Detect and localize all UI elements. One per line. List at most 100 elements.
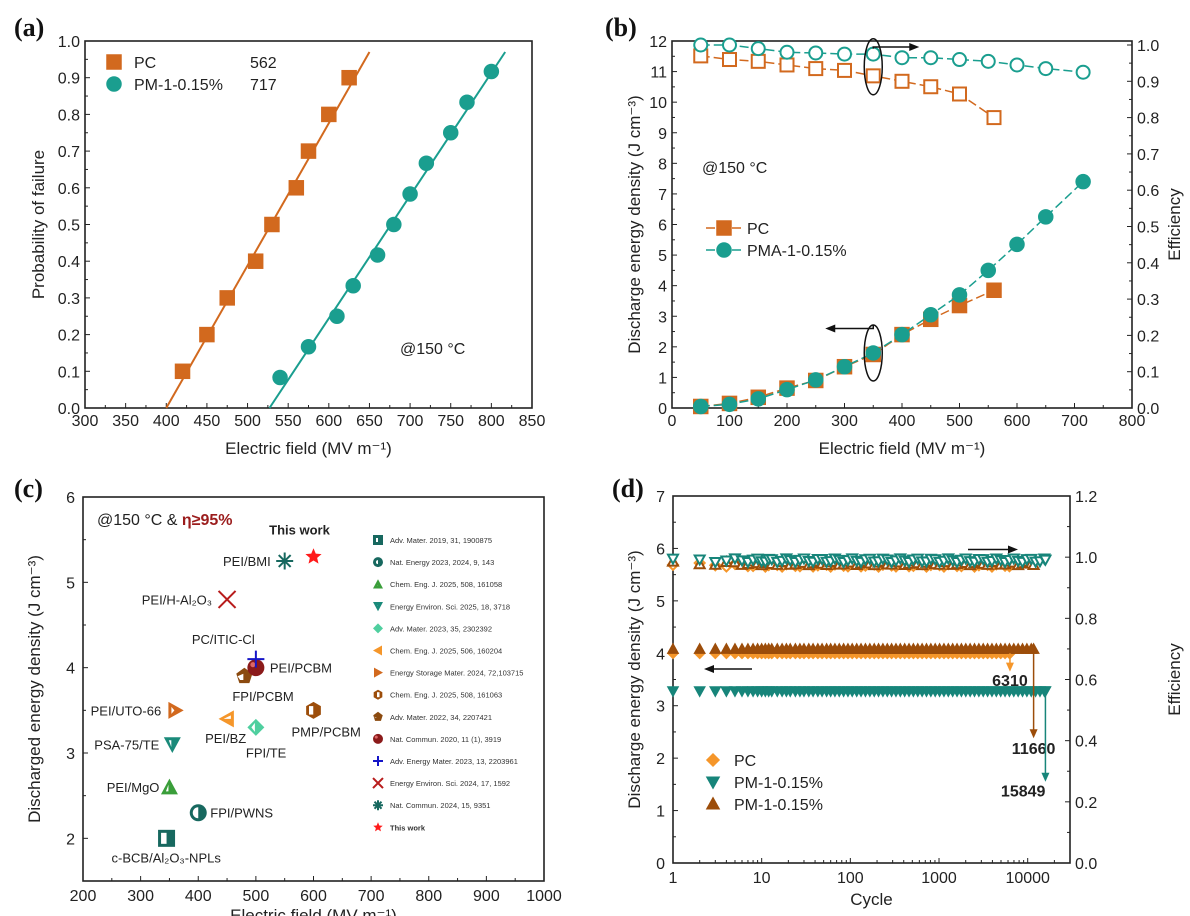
marker-diamond bbox=[247, 718, 265, 736]
data-point bbox=[160, 778, 178, 795]
y-tick-label: 0.1 bbox=[58, 364, 80, 381]
marker-highlight bbox=[374, 735, 378, 739]
y2-tick-label: 0.1 bbox=[1137, 365, 1159, 382]
marker-triangle-down bbox=[373, 602, 383, 612]
y-tick-label: 0 bbox=[656, 856, 665, 873]
data-point bbox=[1009, 57, 1025, 73]
efficiency-point bbox=[708, 556, 723, 570]
y-tick-label: 4 bbox=[66, 661, 75, 678]
point-label: PEI/MgO bbox=[107, 780, 160, 795]
data-point bbox=[1009, 236, 1025, 253]
y2-tick-label: 1.0 bbox=[1137, 38, 1159, 55]
energy-point bbox=[693, 642, 706, 654]
data-point bbox=[264, 216, 280, 233]
x-tick-label: 300 bbox=[72, 413, 99, 430]
arrow-right-icon bbox=[909, 43, 920, 51]
point-label: PMP/PCBM bbox=[292, 724, 361, 739]
x-tick-label: 1 bbox=[669, 870, 678, 887]
failure-arrow-icon bbox=[1005, 662, 1014, 672]
legend-marker bbox=[716, 220, 732, 236]
data-point bbox=[837, 62, 852, 78]
y-tick-label: 2 bbox=[656, 751, 665, 768]
x-tick-label: 550 bbox=[275, 413, 302, 430]
point-label: PEI/BMI bbox=[223, 554, 271, 569]
series-line bbox=[700, 181, 1084, 408]
legend-reference: Chem. Eng. J. 2025, 508, 161058 bbox=[390, 580, 502, 589]
x-tick-label: 0 bbox=[668, 413, 677, 430]
legend-label: PM-1-0.15% bbox=[134, 77, 223, 94]
y2-tick-label: 0.8 bbox=[1075, 611, 1097, 628]
ellipse-indicator-efficiency bbox=[863, 38, 883, 96]
x-tick-label: 500 bbox=[946, 413, 973, 430]
x-tick-label: 750 bbox=[437, 413, 464, 430]
legend-reference: Nat. Energy 2023, 2024, 9, 143 bbox=[390, 558, 494, 567]
y-tick-label: 4 bbox=[658, 279, 667, 296]
x-tick-label: 200 bbox=[70, 888, 97, 905]
data-point bbox=[808, 45, 824, 61]
y2-tick-label: 0.3 bbox=[1137, 292, 1159, 309]
marker-triangle-right bbox=[168, 701, 184, 719]
data-point bbox=[386, 216, 402, 233]
panel-b-energy-efficiency-chart: 0 100 200 300 400 500 600 700 800012345678910111… bbox=[625, 34, 1184, 458]
data-point bbox=[779, 57, 795, 73]
marker-half-fill bbox=[377, 692, 380, 698]
marker-half-fill bbox=[374, 716, 377, 718]
panel-a-weibull-chart: 300 350 400 450 500 550 600 650 700 750 800 850 0.0 0… bbox=[29, 34, 545, 458]
marker-pentagon bbox=[373, 711, 383, 721]
y2-tick-label: 0.5 bbox=[1137, 219, 1159, 236]
data-point bbox=[693, 37, 709, 53]
data-point bbox=[808, 61, 824, 77]
marker-half-fill bbox=[161, 832, 167, 844]
data-point bbox=[321, 106, 337, 123]
marker-highlight bbox=[250, 662, 256, 668]
y-tick-label: 5 bbox=[656, 594, 665, 611]
legend-entry: Adv. Mater. 2023, 35, 2302392 bbox=[373, 623, 492, 634]
y-tick-label: 10 bbox=[649, 95, 667, 112]
y2-tick-label: 0.4 bbox=[1075, 734, 1097, 751]
legend-marker bbox=[705, 776, 721, 790]
legend-entry: Nat. Commun. 2020, 11 (1), 3919 bbox=[373, 733, 501, 744]
x-tick-label: 300 bbox=[127, 888, 154, 905]
data-point bbox=[721, 396, 738, 413]
point-label: PEI/H-Al₂O₃ bbox=[142, 592, 212, 607]
legend-marker bbox=[106, 76, 122, 92]
x-tick-label: 1000 bbox=[526, 888, 562, 905]
marker-triangle-up bbox=[373, 579, 383, 589]
data-point bbox=[836, 358, 853, 375]
data-point bbox=[894, 73, 910, 89]
marker-hexagon bbox=[306, 701, 321, 719]
x-tick-label: 200 bbox=[774, 413, 801, 430]
y-tick-label: 9 bbox=[658, 126, 667, 143]
data-point bbox=[722, 52, 737, 68]
y-tick-label: 0.0 bbox=[58, 401, 80, 418]
y-axis-label: Discharged energy density (J cm⁻³) bbox=[25, 555, 44, 823]
marker-half-fill bbox=[309, 706, 314, 715]
data-point bbox=[247, 253, 264, 269]
legend-reference: Energy Storage Mater. 2024, 72,103715 bbox=[390, 669, 523, 678]
efficiency-point bbox=[1038, 554, 1053, 567]
x-axis-label: Electric field (MV m⁻¹) bbox=[225, 439, 392, 458]
x-tick-label: 450 bbox=[194, 413, 221, 430]
legend-label: PC bbox=[134, 55, 156, 72]
point-label: FPI/TE bbox=[246, 745, 287, 760]
y-tick-label: 0.8 bbox=[58, 107, 80, 124]
marker-asterisk bbox=[373, 800, 383, 811]
y2-tick-label: 0.9 bbox=[1137, 74, 1159, 91]
y2-tick-label: 0.7 bbox=[1137, 147, 1159, 164]
legend-marker bbox=[716, 242, 732, 258]
point-label: PC/ITIC-Cl bbox=[192, 632, 255, 647]
y2-tick-label: 0.6 bbox=[1075, 673, 1097, 690]
legend-entry: Energy Environ. Sci. 2025, 18, 3718 bbox=[373, 602, 510, 612]
data-point bbox=[980, 53, 996, 69]
data-point bbox=[750, 41, 766, 57]
data-point bbox=[168, 701, 184, 719]
arrow-left-icon bbox=[704, 665, 714, 674]
legend-label: PC bbox=[734, 753, 756, 770]
legend-reference: Energy Environ. Sci. 2025, 18, 3718 bbox=[390, 602, 510, 611]
data-point bbox=[865, 46, 881, 62]
legend-label: PMA-1-0.15% bbox=[747, 243, 847, 260]
data-point bbox=[1075, 173, 1091, 190]
marker-x bbox=[372, 777, 384, 789]
y-tick-label: 0.2 bbox=[58, 328, 80, 345]
legend-reference: Chem. Eng. J. 2025, 508, 161063 bbox=[390, 691, 502, 700]
